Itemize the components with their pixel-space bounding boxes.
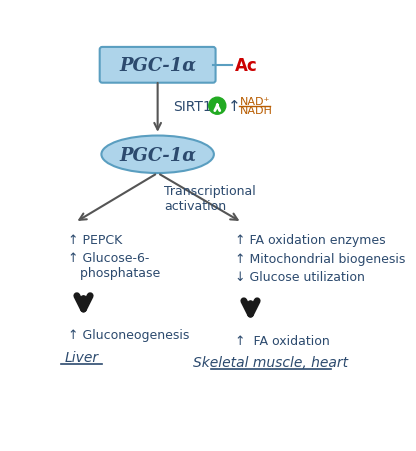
Ellipse shape xyxy=(102,136,214,174)
Text: Liver: Liver xyxy=(65,350,99,364)
Text: Ac: Ac xyxy=(235,57,258,75)
Text: NAD⁺: NAD⁺ xyxy=(240,97,270,107)
FancyBboxPatch shape xyxy=(100,48,215,83)
Text: NADH: NADH xyxy=(240,106,272,116)
Text: ↑  FA oxidation: ↑ FA oxidation xyxy=(235,334,330,347)
Text: ↑ Mitochondrial biogenesis: ↑ Mitochondrial biogenesis xyxy=(235,252,406,265)
Text: ↑ PEPCK: ↑ PEPCK xyxy=(68,234,122,246)
Text: PGC-1α: PGC-1α xyxy=(119,146,196,164)
Text: PGC-1α: PGC-1α xyxy=(119,57,196,75)
Text: ↑: ↑ xyxy=(228,99,241,114)
Text: ↑ Gluconeogenesis: ↑ Gluconeogenesis xyxy=(68,329,190,342)
Circle shape xyxy=(209,98,226,115)
Text: SIRT1: SIRT1 xyxy=(173,100,212,114)
Text: Transcriptional
activation: Transcriptional activation xyxy=(164,184,256,212)
Text: Skeletal muscle, heart: Skeletal muscle, heart xyxy=(193,355,349,369)
Text: ↑ FA oxidation enzymes: ↑ FA oxidation enzymes xyxy=(235,234,386,246)
Text: ↑ Glucose-6-
   phosphatase: ↑ Glucose-6- phosphatase xyxy=(68,252,161,280)
Text: ↓ Glucose utilization: ↓ Glucose utilization xyxy=(235,271,365,284)
